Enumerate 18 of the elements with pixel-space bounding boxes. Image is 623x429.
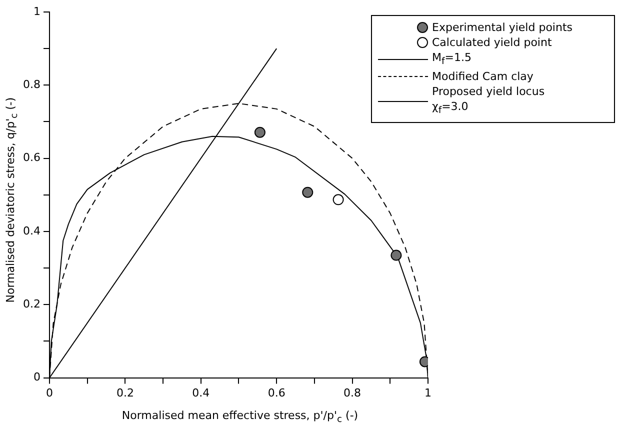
x-tick-label: 0.8 — [344, 386, 362, 400]
y-tick-label: 0 — [33, 370, 40, 384]
legend-label: Calculated yield point — [432, 35, 553, 50]
y-tick-label: 0.4 — [22, 224, 40, 238]
x-axis-title: Normalised mean effective stress, p'/p'$_{c}$ (-) — [120, 408, 360, 425]
legend-label: M$_{f}$=1.5 — [432, 50, 472, 70]
x-tick-label: 0.4 — [192, 386, 210, 400]
legend-label: Modified Cam clay — [432, 69, 534, 84]
x-tick-label: 0.6 — [268, 386, 286, 400]
legend-label: Experimental yield points — [432, 20, 574, 35]
x-tick-label: 1 — [424, 386, 432, 400]
y-tick-label: 0.6 — [22, 151, 40, 164]
y-tick-label: 0.8 — [22, 78, 40, 92]
x-tick-label: 0.2 — [116, 386, 134, 400]
y-tick-label: 0.2 — [22, 298, 40, 310]
legend-label: Proposed yield locus χ$_{f}$=3.0 — [432, 84, 546, 118]
x-tick-label: 0 — [46, 386, 53, 400]
y-tick-label: 1 — [33, 4, 40, 18]
